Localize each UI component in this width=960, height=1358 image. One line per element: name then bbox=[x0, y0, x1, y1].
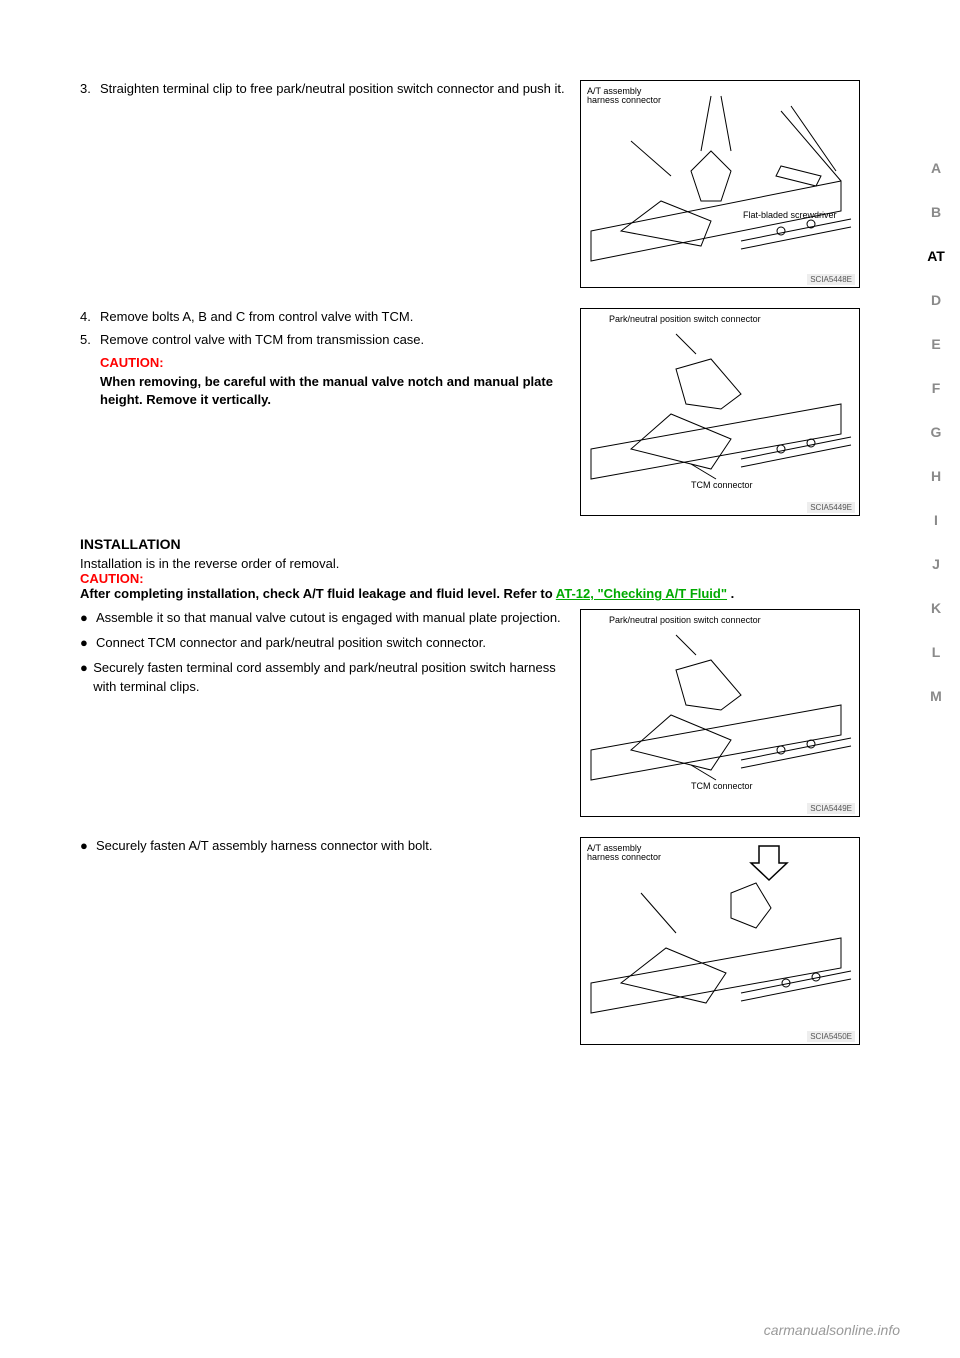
link-checking-fluid[interactable]: AT-12, "Checking A/T Fluid" bbox=[556, 586, 727, 601]
figure-label: Park/neutral position switch connector bbox=[609, 616, 761, 625]
step-number: 3. bbox=[80, 80, 100, 99]
step-number: 5. bbox=[80, 331, 100, 350]
caution-label: CAUTION: bbox=[100, 355, 164, 370]
sidebar-item-j[interactable]: J bbox=[932, 556, 940, 572]
bullet-marker: ● bbox=[80, 837, 96, 856]
figure-code: SCIA5450E bbox=[807, 1031, 855, 1042]
bullet-text: Securely fasten terminal cord assembly a… bbox=[93, 659, 568, 697]
sidebar-item-i[interactable]: I bbox=[934, 512, 938, 528]
caution-label-2: CAUTION: bbox=[80, 571, 144, 586]
bullet-text: Securely fasten A/T assembly harness con… bbox=[96, 837, 432, 856]
figure-2: Park/neutral position switch connector T… bbox=[580, 308, 860, 516]
figure-label: Park/neutral position switch connector bbox=[609, 315, 761, 324]
figure-code: SCIA5448E bbox=[807, 274, 855, 285]
figure-1: A/T assemblyharness connector Flat-blade… bbox=[580, 80, 860, 288]
caution-body-2b: . bbox=[727, 586, 734, 601]
figure-3: Park/neutral position switch connector T… bbox=[580, 609, 860, 817]
figure-4: A/T assemblyharness connector SCIA5450E bbox=[580, 837, 860, 1045]
step-text: Remove bolts A, B and C from control val… bbox=[100, 308, 568, 327]
section-sidebar: A B AT D E F G H I J K L M bbox=[912, 0, 960, 1358]
sidebar-item-g[interactable]: G bbox=[931, 424, 942, 440]
caution-body: When removing, be careful with the manua… bbox=[100, 373, 568, 411]
sidebar-item-f[interactable]: F bbox=[932, 380, 941, 396]
figure-label: TCM connector bbox=[691, 481, 753, 490]
step-number: 4. bbox=[80, 308, 100, 327]
watermark: carmanualsonline.info bbox=[764, 1322, 900, 1338]
sidebar-item-a[interactable]: A bbox=[931, 160, 941, 176]
bullet-text: Assemble it so that manual valve cutout … bbox=[96, 609, 561, 628]
sidebar-item-k[interactable]: K bbox=[931, 600, 941, 616]
sidebar-item-e[interactable]: E bbox=[931, 336, 940, 352]
install-intro: Installation is in the reverse order of … bbox=[80, 556, 860, 571]
step-text: Remove control valve with TCM from trans… bbox=[100, 331, 568, 350]
figure-code: SCIA5449E bbox=[807, 803, 855, 814]
sidebar-item-m[interactable]: M bbox=[930, 688, 942, 704]
bullet-marker: ● bbox=[80, 634, 96, 653]
sidebar-item-b[interactable]: B bbox=[931, 204, 941, 220]
sidebar-item-at[interactable]: AT bbox=[927, 248, 945, 264]
bullet-text: Connect TCM connector and park/neutral p… bbox=[96, 634, 486, 653]
figure-label: TCM connector bbox=[691, 782, 753, 791]
caution-body-2a: After completing installation, check A/T… bbox=[80, 586, 556, 601]
figure-label: Flat-bladed screwdriver bbox=[743, 211, 837, 220]
sidebar-item-l[interactable]: L bbox=[932, 644, 941, 660]
bullet-marker: ● bbox=[80, 609, 96, 628]
figure-label: A/T assemblyharness connector bbox=[587, 87, 661, 106]
sidebar-item-d[interactable]: D bbox=[931, 292, 941, 308]
bullet-marker: ● bbox=[80, 659, 93, 697]
sidebar-item-h[interactable]: H bbox=[931, 468, 941, 484]
step-text: Straighten terminal clip to free park/ne… bbox=[100, 80, 568, 99]
figure-code: SCIA5449E bbox=[807, 502, 855, 513]
installation-heading: INSTALLATION bbox=[80, 536, 860, 552]
figure-label: A/T assemblyharness connector bbox=[587, 844, 661, 863]
